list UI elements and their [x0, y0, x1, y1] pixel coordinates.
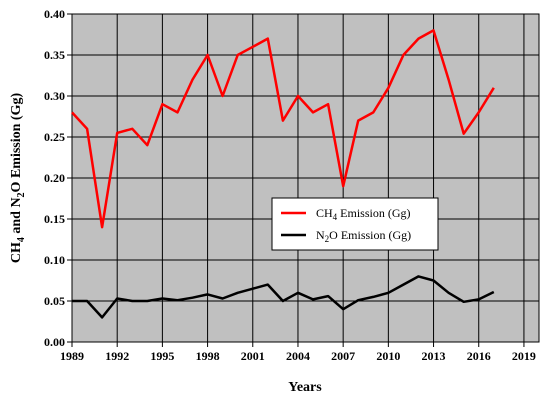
y-axis-title: CH4 and N2O Emission (Gg) — [9, 93, 27, 264]
legend-label-ch4: CH4 Emission (Gg) — [316, 206, 411, 222]
x-tick-label: 2004 — [286, 349, 310, 363]
x-tick-label: 2013 — [422, 349, 446, 363]
y-title-subscript: 4 — [16, 237, 27, 242]
x-axis-title: Years — [288, 380, 322, 395]
y-tick-label: 0.05 — [44, 294, 65, 308]
series-lines — [71, 29, 495, 319]
x-tick-label: 2016 — [467, 349, 491, 363]
y-title-subscript: 2 — [16, 192, 27, 197]
x-tick-label: 1989 — [60, 349, 84, 363]
y-tick-label: 0.40 — [44, 7, 65, 21]
x-tick-label: 2010 — [376, 349, 400, 363]
y-tick-label: 0.30 — [44, 89, 65, 103]
legend: CH4 Emission (Gg) N2O Emission (Gg) — [271, 197, 439, 251]
legend-box — [271, 197, 439, 251]
x-tick-label: 1995 — [150, 349, 174, 363]
y-tick-label: 0.10 — [44, 253, 65, 267]
y-tick-label: 0.35 — [44, 48, 65, 62]
x-tick-label: 1998 — [196, 349, 220, 363]
x-axis-ticks: 1989 1992 1995 1998 2001 2004 2007 2010 2013 2016… — [60, 342, 536, 363]
y-tick-label: 0.15 — [44, 212, 65, 226]
y-title-part: and N — [9, 197, 24, 237]
x-tick-label: 2007 — [331, 349, 355, 363]
x-tick-label: 2001 — [241, 349, 265, 363]
y-title-part: O Emission (Gg) — [9, 93, 24, 193]
n2o-series-line — [72, 275, 495, 319]
y-tick-label: 0.00 — [44, 335, 65, 349]
y-axis-ticks: 0.00 0.05 0.10 0.15 0.20 0.25 0.30 0.35 0.40 — [44, 7, 72, 349]
ch4-series-line — [71, 29, 495, 229]
legend-label-n2o: N2O Emission (Gg) — [316, 228, 411, 244]
x-tick-label: 1992 — [105, 349, 129, 363]
y-title-part: CH — [9, 242, 24, 263]
x-tick-label: 2019 — [512, 349, 536, 363]
y-tick-label: 0.20 — [44, 171, 65, 185]
y-tick-label: 0.25 — [44, 130, 65, 144]
